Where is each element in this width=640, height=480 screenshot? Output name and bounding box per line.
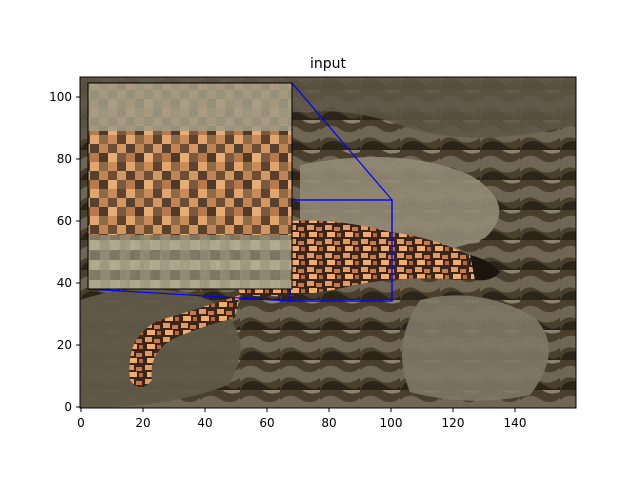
x-tick-label: 140 bbox=[504, 416, 527, 430]
x-tick-label: 60 bbox=[259, 416, 274, 430]
x-tick-label: 0 bbox=[77, 416, 85, 430]
x-tick-label: 80 bbox=[321, 416, 336, 430]
x-tick-label: 120 bbox=[442, 416, 465, 430]
x-tick-label: 100 bbox=[380, 416, 403, 430]
axes-frame bbox=[79, 76, 577, 409]
plot-title: input bbox=[310, 56, 347, 72]
y-tick-label: 20 bbox=[57, 338, 72, 352]
y-tick-label: 40 bbox=[57, 276, 72, 290]
zoom-inset bbox=[88, 83, 292, 289]
y-axis: 0 20 40 60 80 100 bbox=[49, 90, 80, 414]
y-tick-label: 0 bbox=[64, 400, 72, 414]
y-tick-label: 100 bbox=[49, 90, 72, 104]
y-tick-label: 80 bbox=[57, 152, 72, 166]
y-tick-label: 60 bbox=[57, 214, 72, 228]
inset-frame bbox=[87, 82, 293, 290]
connector-line-top bbox=[291, 82, 393, 201]
x-axis: 0 20 40 60 80 100 120 140 bbox=[77, 408, 526, 430]
x-tick-label: 40 bbox=[197, 416, 212, 430]
x-tick-label: 20 bbox=[135, 416, 150, 430]
connector-line-bottom bbox=[87, 288, 291, 302]
